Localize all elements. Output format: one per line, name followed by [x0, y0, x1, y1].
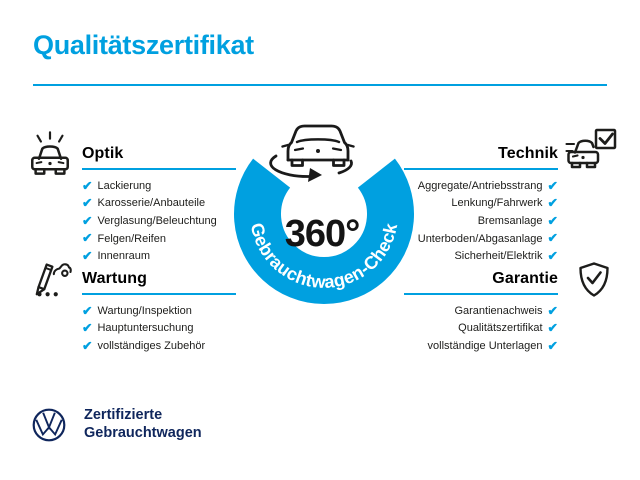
item-label: Bremsanlage [477, 214, 543, 227]
section-wartung: Wartung ✔ Wartung/Inspektion ✔ Hauptunters… [82, 271, 236, 355]
checklist-item: ✔ Wartung/Inspektion [82, 302, 236, 320]
checklist-item: ✔ Hauptuntersuchung [82, 320, 236, 338]
item-label: Hauptuntersuchung [97, 322, 194, 335]
checklist-item: ✔ Felgen/Reifen [82, 230, 236, 248]
item-label: Unterboden/Abgasanlage [417, 232, 543, 245]
checklist-item: ✔ Innenraum [82, 247, 236, 265]
item-label: vollständiges Zubehör [97, 339, 206, 352]
checklist-item: vollständige Unterlagen ✔ [404, 337, 558, 355]
checklist-item: Sicherheit/Elektrik ✔ [404, 247, 558, 265]
item-label: Garantienachweis [454, 304, 543, 317]
item-label: Innenraum [97, 250, 151, 263]
check-icon: ✔ [547, 303, 558, 318]
shield-check-icon [577, 261, 611, 299]
item-label: Felgen/Reifen [97, 232, 166, 245]
checklist-item: Garantienachweis ✔ [404, 302, 558, 320]
item-label: vollständige Unterlagen [427, 339, 543, 352]
page-title: Qualitätszertifikat [33, 30, 254, 60]
section-title-garantie: Garantie [404, 271, 558, 295]
check-icon: ✔ [82, 178, 93, 193]
check-icon: ✔ [547, 178, 558, 193]
item-label: Lenkung/Fahrwerk [451, 197, 543, 210]
check-icon: ✔ [547, 338, 558, 353]
checklist-item: Unterboden/Abgasanlage ✔ [404, 230, 558, 248]
degrees-label: 360° [285, 213, 360, 255]
item-label: Verglasung/Beleuchtung [97, 214, 217, 227]
checklist-item: ✔ Lackierung [82, 177, 236, 195]
check-icon: ✔ [82, 321, 93, 336]
header-divider [33, 84, 607, 86]
checklist-item: ✔ Verglasung/Beleuchtung [82, 212, 236, 230]
vw-logo [32, 408, 66, 442]
check-icon: ✔ [82, 303, 93, 318]
checklist-item: ✔ vollständiges Zubehör [82, 337, 236, 355]
item-label: Sicherheit/Elektrik [454, 250, 543, 263]
checklist-item: Lenkung/Fahrwerk ✔ [404, 195, 558, 213]
section-garantie: Garantie Garantienachweis ✔ Qualitätszert… [404, 271, 558, 355]
car-shine-icon [27, 129, 73, 177]
item-label: Karosserie/Anbauteile [97, 197, 206, 210]
garantie-checklist: Garantienachweis ✔ Qualitätszertifikat ✔ v… [404, 302, 558, 355]
check-icon: ✔ [82, 338, 93, 353]
check-icon: ✔ [82, 231, 93, 246]
checklist-item: Qualitätszertifikat ✔ [404, 320, 558, 338]
section-optik: Optik ✔ Lackierung ✔ Karosserie/Anbauteile… [82, 146, 236, 265]
checklist-item: Aggregate/Antriebsstrang ✔ [404, 177, 558, 195]
pencil-car-icon [28, 257, 72, 299]
car-360-rotation-icon [269, 124, 355, 182]
section-title-technik: Technik [404, 146, 558, 170]
car-checkbox-icon [565, 128, 617, 174]
hub-360-check: Gebrauchtwagen-Check 360° [234, 124, 414, 305]
ring [234, 158, 414, 305]
brand-claim-line1: Zertifizierte [84, 407, 163, 423]
check-icon: ✔ [547, 213, 558, 228]
check-icon: ✔ [82, 248, 93, 263]
item-label: Wartung/Inspektion [97, 304, 192, 317]
brand-claim-line2: Gebrauchtwagen [84, 424, 202, 441]
item-label: Aggregate/Antriebsstrang [417, 179, 543, 192]
check-icon: ✔ [547, 231, 558, 246]
technik-checklist: Aggregate/Antriebsstrang ✔ Lenkung/Fahrwe… [404, 177, 558, 265]
check-icon: ✔ [82, 196, 93, 211]
section-technik: Technik Aggregate/Antriebsstrang ✔ Lenkun… [404, 146, 558, 265]
checklist-item: Bremsanlage ✔ [404, 212, 558, 230]
check-icon: ✔ [547, 196, 558, 211]
wartung-checklist: ✔ Wartung/Inspektion ✔ Hauptuntersuchung ✔… [82, 302, 236, 355]
brand-claim: Zertifizierte Gebrauchtwagen [84, 407, 202, 442]
section-title-optik: Optik [82, 146, 236, 170]
item-label: Lackierung [97, 179, 152, 192]
checklist-item: ✔ Karosserie/Anbauteile [82, 195, 236, 213]
item-label: Qualitätszertifikat [458, 322, 543, 335]
section-title-wartung: Wartung [82, 271, 236, 295]
check-icon: ✔ [82, 213, 93, 228]
optik-checklist: ✔ Lackierung ✔ Karosserie/Anbauteile ✔ Verg… [82, 177, 236, 265]
check-icon: ✔ [547, 321, 558, 336]
check-icon: ✔ [547, 248, 558, 263]
